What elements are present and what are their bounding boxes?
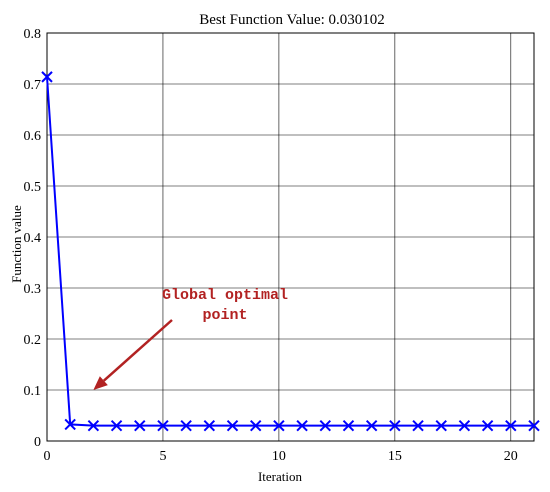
data-point-marker <box>435 419 447 432</box>
data-point-marker <box>110 419 123 432</box>
x-tick-label: 20 <box>504 449 518 464</box>
x-tick-label: 0 <box>44 449 51 464</box>
data-point-marker <box>273 419 285 432</box>
ticks: 0 5 10 15 20 0 0.1 0.2 0.3 0.4 0.5 0.6 0.7 0.8 <box>24 27 518 464</box>
y-tick-label: 0.7 <box>24 78 42 93</box>
data-point-marker <box>157 419 169 432</box>
data-point-marker <box>41 71 53 83</box>
y-axis-label: Function value <box>9 205 24 283</box>
data-point-marker <box>528 419 540 432</box>
annotation-arrow <box>103 319 173 382</box>
y-tick-label: 0.8 <box>24 27 42 42</box>
data-point-marker <box>342 419 355 432</box>
data-point-marker <box>180 419 192 432</box>
y-tick-label: 0.6 <box>24 129 42 144</box>
data-point-marker <box>412 419 424 432</box>
data-point-marker <box>505 419 517 432</box>
data-point-marker <box>481 419 494 432</box>
plot-frame <box>46 32 535 442</box>
data-point-marker <box>319 419 331 432</box>
annotation-text-line1: Global optimal <box>162 287 288 304</box>
data-point-marker <box>296 419 308 432</box>
annotation: Global optimal point <box>93 287 288 390</box>
grid <box>46 32 534 442</box>
y-tick-label: 0.2 <box>24 333 42 348</box>
y-tick-label: 0.1 <box>24 384 42 399</box>
x-tick-label: 15 <box>388 449 402 464</box>
data-point-marker <box>389 419 401 432</box>
y-tick-label: 0.4 <box>24 231 42 246</box>
annotation-text-line2: point <box>202 307 247 324</box>
x-tick-label: 5 <box>159 449 166 464</box>
y-tick-label: 0.3 <box>24 282 42 297</box>
data-point-marker <box>226 419 239 432</box>
y-tick-label: 0 <box>34 435 41 450</box>
data-point-marker <box>87 419 100 432</box>
data-point-marker <box>203 419 216 432</box>
x-tick-label: 10 <box>272 449 286 464</box>
data-point-marker <box>365 419 378 432</box>
series-line <box>46 76 534 427</box>
data-point-marker <box>458 419 471 432</box>
series <box>41 71 540 432</box>
annotation-arrowhead <box>93 376 108 390</box>
data-point-marker <box>250 419 262 432</box>
y-tick-label: 0.5 <box>24 180 42 195</box>
data-point-marker <box>134 419 146 432</box>
x-axis-label: Iteration <box>258 469 303 484</box>
chart-title: Best Function Value: 0.030102 <box>199 12 385 28</box>
data-point-marker <box>64 418 76 431</box>
